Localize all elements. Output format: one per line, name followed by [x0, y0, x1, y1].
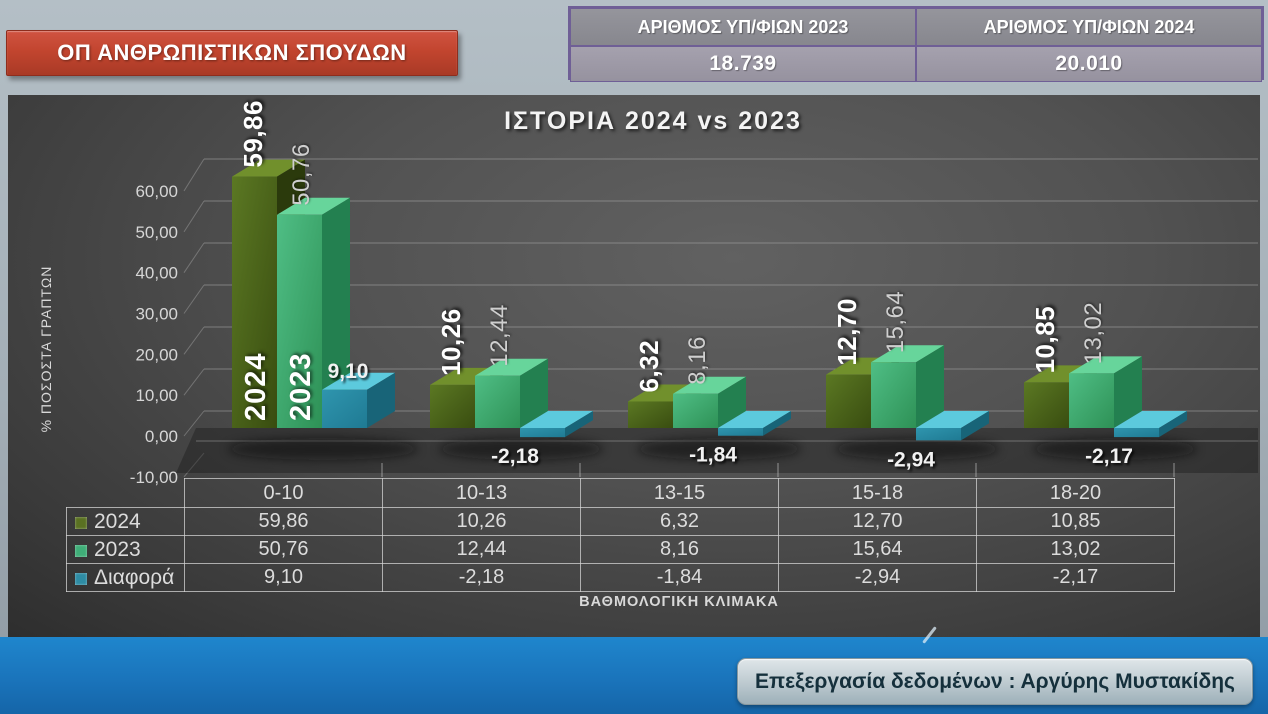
- chart-label: 10,00: [135, 386, 178, 405]
- value-cell: 50,76: [184, 535, 383, 564]
- chart-label: 8,16: [684, 336, 711, 385]
- category-header-cell: 10-13: [382, 478, 581, 508]
- value-cell: 8,16: [580, 535, 779, 564]
- chart-label: -2,18: [491, 445, 539, 468]
- value-cell: -1,84: [580, 563, 779, 592]
- x-axis-title: ΒΑΘΜΟΛΟΓΙΚΗ ΚΛΙΜΑΚΑ: [579, 594, 779, 610]
- legend-swatch-icon: [75, 572, 87, 585]
- value-cell: 6,32: [580, 507, 779, 536]
- candidates-2024-header: ΑΡΙΘΜΟΣ ΥΠ/ΦΙΩΝ 2024: [916, 8, 1262, 46]
- chart-label: 2024: [240, 352, 272, 421]
- value-cell: 10,26: [382, 507, 581, 536]
- chart-label: 50,00: [135, 223, 178, 242]
- chart-label: 15,64: [882, 291, 909, 354]
- value-cell: -2,17: [976, 563, 1175, 592]
- value-cell: 9,10: [184, 563, 383, 592]
- chart-label: 9,10: [328, 360, 369, 383]
- value-cell: -2,18: [382, 563, 581, 592]
- chart-label: 10,85: [1030, 306, 1060, 374]
- legend-swatch-icon: [75, 516, 87, 529]
- category-header-cell: 0-10: [184, 478, 383, 508]
- category-header-cell: 15-18: [778, 478, 977, 508]
- chart-label: 12,44: [486, 304, 513, 367]
- chart-label: -2,17: [1085, 445, 1133, 468]
- legend-swatch-icon: [75, 544, 87, 557]
- category-header-cell: 18-20: [976, 478, 1175, 508]
- chart-label: -2,94: [887, 448, 935, 471]
- value-cell: -2,94: [778, 563, 977, 592]
- chart-label: 60,00: [135, 182, 178, 201]
- legend-cell: 2023: [66, 535, 185, 564]
- chart-label: -1,84: [689, 444, 737, 467]
- value-cell: 12,70: [778, 507, 977, 536]
- chart-label: 10,26: [436, 308, 466, 376]
- chart-label: 30,00: [135, 305, 178, 324]
- chart-label: 50,76: [288, 143, 315, 206]
- candidates-table: ΑΡΙΘΜΟΣ ΥΠ/ΦΙΩΝ 2023 ΑΡΙΘΜΟΣ ΥΠ/ΦΙΩΝ 202…: [568, 6, 1264, 82]
- value-cell: 59,86: [184, 507, 383, 536]
- chart-label: 0,00: [145, 427, 178, 446]
- chart-label: 6,32: [634, 340, 664, 393]
- category-banner: ΟΠ ΑΝΘΡΩΠΙΣΤΙΚΩΝ ΣΠΟΥΔΩΝ: [6, 30, 458, 76]
- chart-title: ΙΣΤΟΡΙΑ 2024 vs 2023: [504, 107, 802, 135]
- legend-cell: Διαφορά: [66, 563, 185, 592]
- category-header-cell: 13-15: [580, 478, 779, 508]
- chart-data-table: 0-10 10-13 13-15 15-18 18-20 2024 59,86 10,26 6,…: [66, 478, 1175, 592]
- table-row: Διαφορά 9,10 -2,18 -1,84 -2,94 -2,17: [66, 563, 1175, 592]
- y-axis-title: % ΠΟΣΟΣΤΑ ΓΡΑΠΤΩΝ: [38, 265, 54, 433]
- chart-label: 2023: [285, 352, 317, 421]
- value-cell: 12,44: [382, 535, 581, 564]
- chart-label: 13,02: [1080, 302, 1107, 365]
- chart-label: 12,70: [832, 298, 862, 366]
- chart-area: ΙΣΤΟΡΙΑ 2024 vs 2023 % ΠΟΣΟΣΤΑ ΓΡΑΠΤΩΝ 6…: [8, 95, 1260, 637]
- candidates-2023-value: 18.739: [570, 46, 916, 82]
- candidates-2024-value: 20.010: [916, 46, 1262, 82]
- value-cell: 13,02: [976, 535, 1175, 564]
- legend-cell: 2024: [66, 507, 185, 536]
- chart-label: 20,00: [135, 345, 178, 364]
- table-corner-cell: [67, 479, 185, 508]
- value-cell: 15,64: [778, 535, 977, 564]
- chart-label: 40,00: [135, 264, 178, 283]
- value-cell: 10,85: [976, 507, 1175, 536]
- candidates-2023-header: ΑΡΙΘΜΟΣ ΥΠ/ΦΙΩΝ 2023: [570, 8, 916, 46]
- credit-badge: Επεξεργασία δεδομένων : Αργύρης Μυστακίδ…: [737, 658, 1253, 705]
- table-row: 2023 50,76 12,44 8,16 15,64 13,02: [66, 535, 1175, 564]
- table-row: 2024 59,86 10,26 6,32 12,70 10,85: [66, 507, 1175, 536]
- footer-strip: Επεξεργασία δεδομένων : Αργύρης Μυστακίδ…: [0, 626, 1268, 714]
